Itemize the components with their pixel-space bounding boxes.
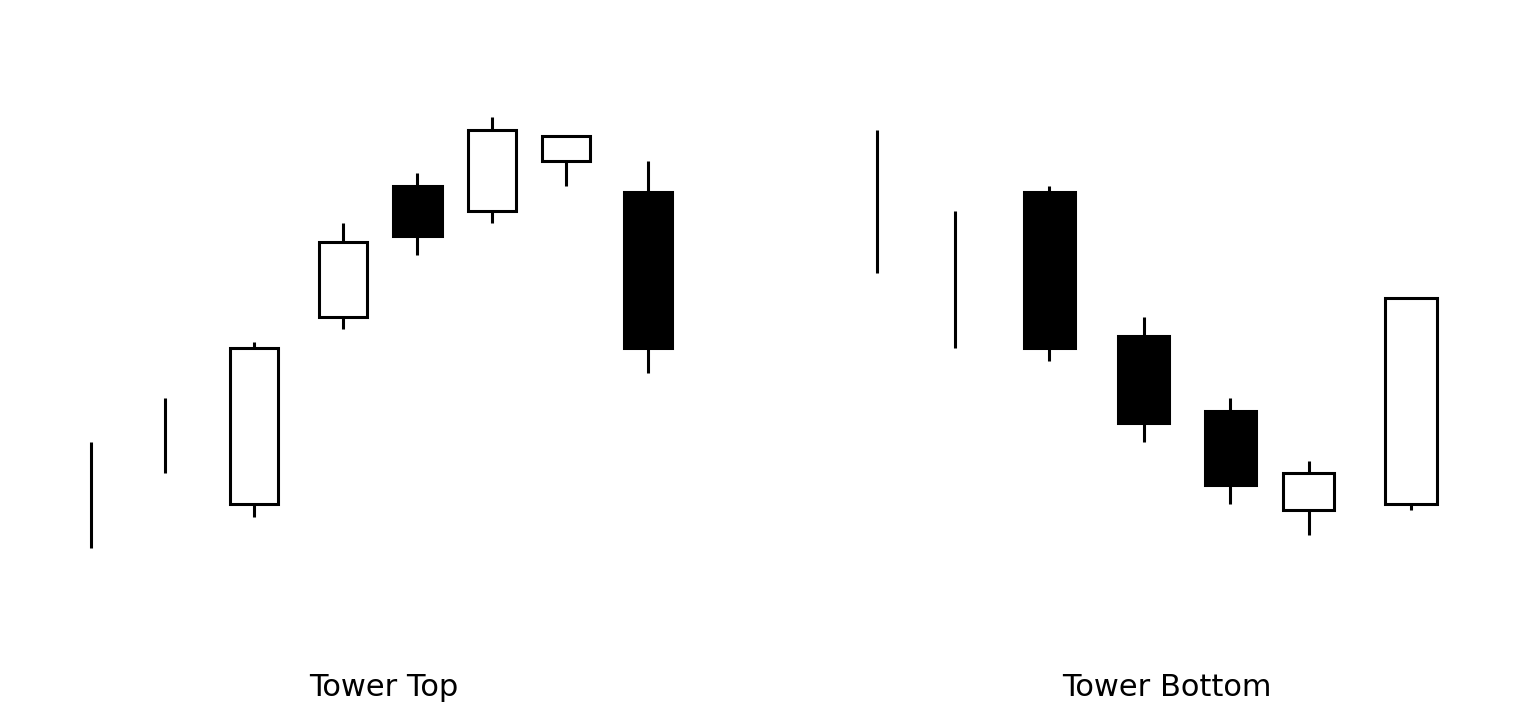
Bar: [1118, 335, 1169, 423]
Bar: [624, 192, 671, 348]
Bar: [542, 136, 590, 161]
Bar: [393, 186, 441, 236]
Bar: [1204, 411, 1256, 485]
Bar: [1283, 473, 1335, 510]
Bar: [230, 348, 278, 504]
Bar: [1385, 299, 1436, 504]
Text: Tower Bottom: Tower Bottom: [1063, 672, 1272, 702]
Bar: [319, 242, 367, 317]
Bar: [1025, 192, 1075, 348]
Bar: [467, 129, 516, 211]
Text: Tower Top: Tower Top: [309, 672, 459, 702]
